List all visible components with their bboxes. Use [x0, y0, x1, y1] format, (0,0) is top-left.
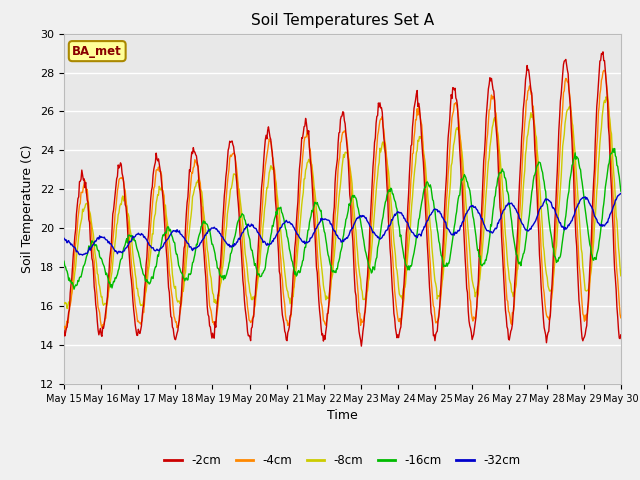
X-axis label: Time: Time	[327, 409, 358, 422]
Legend: -2cm, -4cm, -8cm, -16cm, -32cm: -2cm, -4cm, -8cm, -16cm, -32cm	[160, 449, 525, 472]
Title: Soil Temperatures Set A: Soil Temperatures Set A	[251, 13, 434, 28]
Text: BA_met: BA_met	[72, 45, 122, 58]
Y-axis label: Soil Temperature (C): Soil Temperature (C)	[22, 144, 35, 273]
